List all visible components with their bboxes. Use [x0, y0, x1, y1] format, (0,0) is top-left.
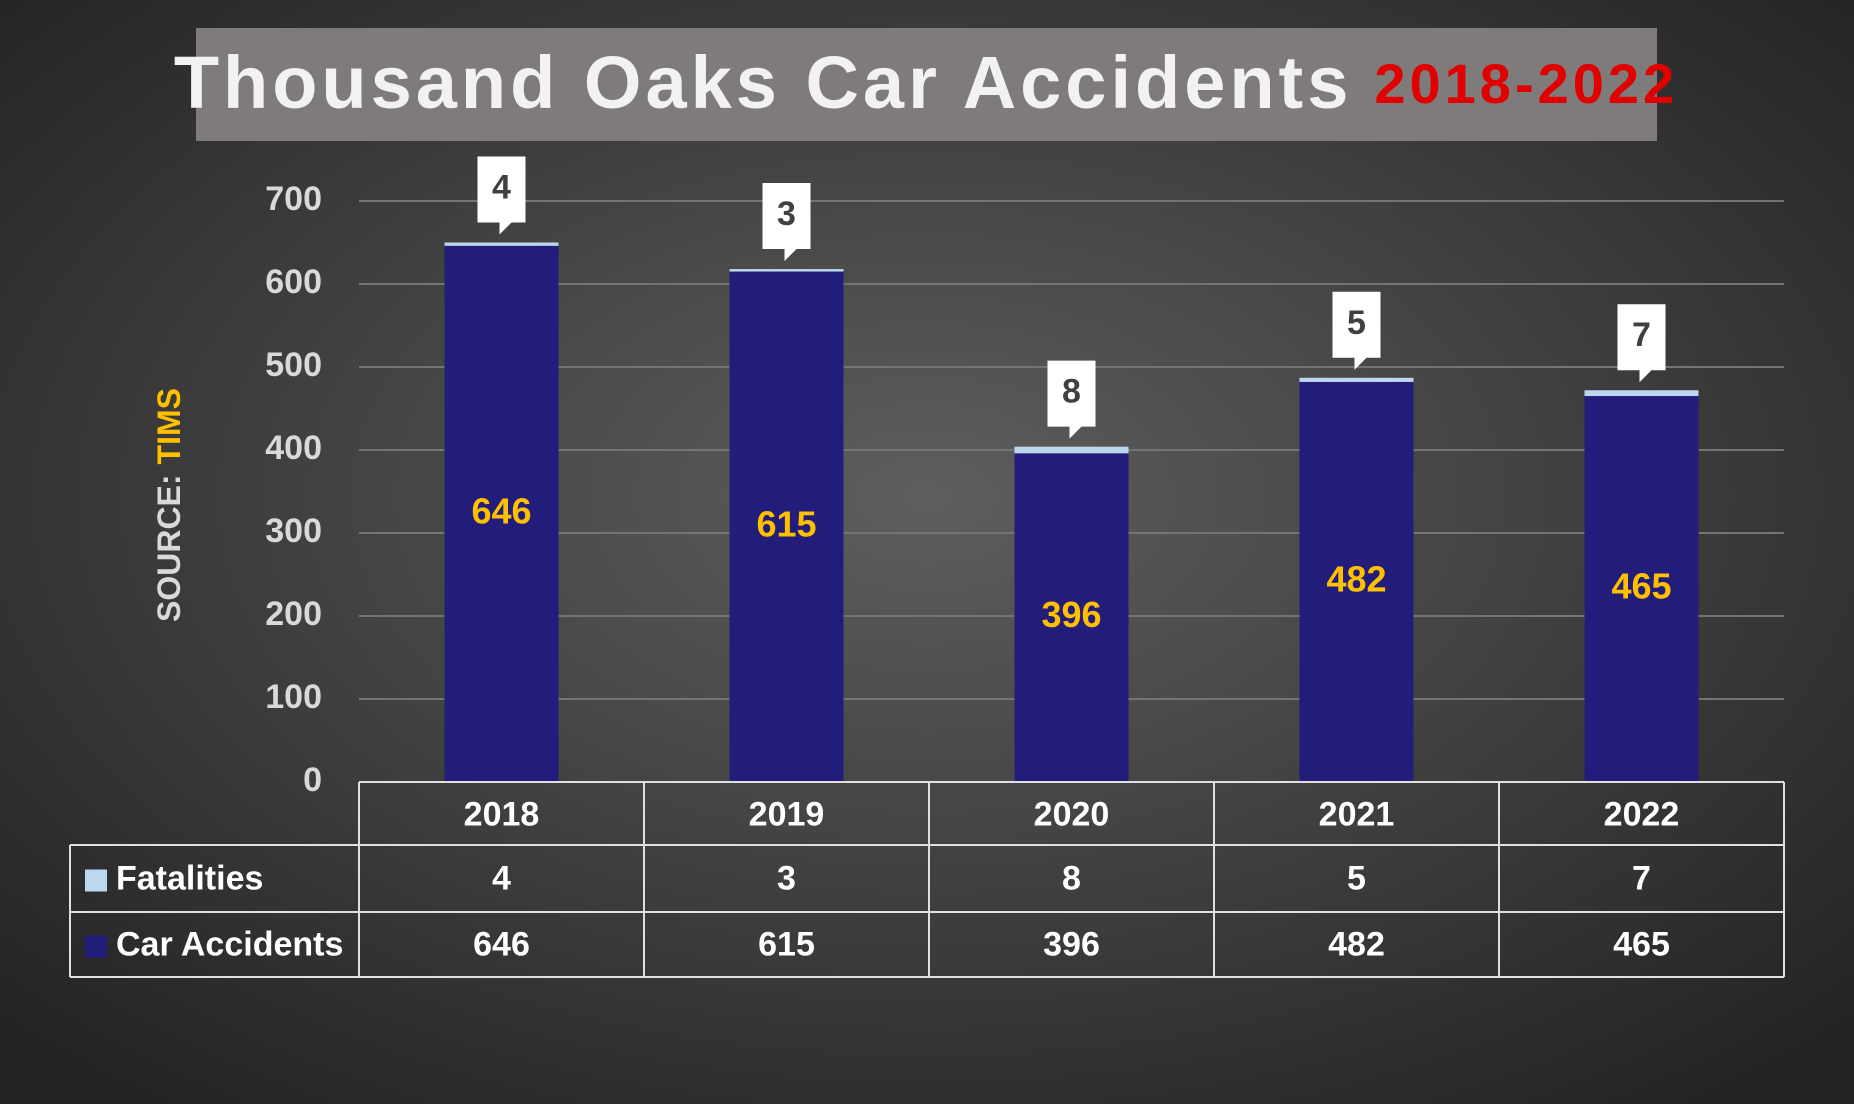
y-tick-label: 400	[265, 429, 322, 467]
table-cell: 465	[1613, 925, 1670, 963]
chart-title: Thousand Oaks Car Accidents 2018-2022	[174, 41, 1678, 124]
bar-segment	[729, 271, 844, 782]
callout	[1617, 304, 1666, 383]
table-cell: 3	[777, 859, 796, 897]
callout	[762, 183, 811, 262]
source-prefix: SOURCE:	[151, 474, 187, 622]
bar-segment	[1014, 453, 1129, 782]
x-tick-label: 2022	[1604, 795, 1680, 833]
x-tick-label: 2019	[749, 795, 825, 833]
callout	[1332, 291, 1381, 370]
bar-segment	[444, 242, 559, 246]
data-label: 5	[1347, 304, 1366, 342]
y-tick-label: 100	[265, 678, 322, 716]
table-cell: 8	[1062, 859, 1081, 897]
x-tick-label: 2020	[1034, 795, 1110, 833]
table-cell: 4	[492, 859, 511, 897]
callout	[477, 156, 526, 235]
legend-swatch	[85, 935, 107, 958]
x-tick-label: 2018	[464, 795, 540, 833]
bar-segment	[1014, 446, 1129, 454]
data-label: 8	[1062, 373, 1081, 411]
bar-segment	[1584, 390, 1699, 397]
table-cell: 7	[1632, 859, 1651, 897]
legend-label: Fatalities	[116, 859, 263, 897]
table-cell: 482	[1328, 925, 1385, 963]
data-label: 4	[492, 168, 511, 206]
title-box	[196, 28, 1657, 141]
y-tick-label: 700	[265, 180, 322, 218]
source-name: TIMS	[151, 388, 187, 464]
table-cell: 396	[1043, 925, 1100, 963]
bar-segment	[1299, 381, 1414, 782]
data-label: 482	[1326, 558, 1386, 599]
data-label: 396	[1041, 594, 1101, 635]
y-tick-label: 300	[265, 512, 322, 550]
title-main: Thousand Oaks Car Accidents	[174, 41, 1353, 124]
table-cell: 615	[758, 925, 815, 963]
legend-label: Car Accidents	[116, 925, 343, 963]
table-cell: 646	[473, 925, 530, 963]
source-label: SOURCE: TIMS	[151, 388, 187, 622]
data-label: 7	[1632, 316, 1651, 354]
title-highlight: 2018-2022	[1374, 52, 1678, 115]
table-cell: 5	[1347, 859, 1366, 897]
callout	[1047, 360, 1096, 439]
data-label: 3	[777, 195, 796, 233]
bar-segment	[444, 245, 559, 782]
y-tick-label: 500	[265, 346, 322, 384]
data-label: 615	[756, 503, 816, 544]
bar-segment	[1584, 396, 1699, 782]
legend-swatch	[85, 869, 107, 892]
bar-segment	[729, 269, 844, 272]
y-tick-label: 0	[303, 761, 322, 799]
data-label: 465	[1611, 566, 1671, 607]
data-label: 646	[471, 490, 531, 531]
bar-segment	[1299, 377, 1414, 382]
x-tick-label: 2021	[1319, 795, 1395, 833]
y-tick-label: 600	[265, 263, 322, 301]
y-tick-label: 200	[265, 595, 322, 633]
